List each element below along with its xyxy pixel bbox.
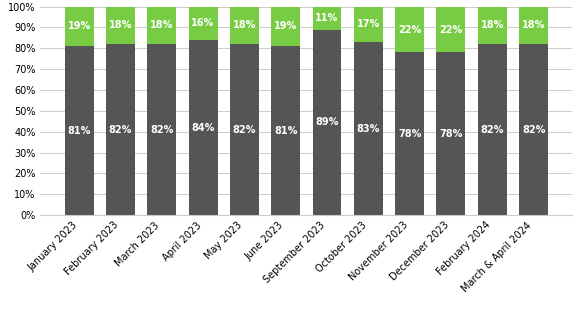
- Text: 19%: 19%: [274, 22, 297, 31]
- Bar: [436, 7, 465, 53]
- Text: 82%: 82%: [233, 125, 256, 135]
- Bar: [147, 44, 176, 215]
- Text: 89%: 89%: [316, 118, 339, 127]
- Bar: [230, 44, 259, 215]
- Bar: [188, 40, 217, 215]
- Bar: [519, 44, 548, 215]
- Bar: [65, 7, 94, 46]
- Bar: [65, 46, 94, 215]
- Text: 18%: 18%: [109, 21, 132, 30]
- Text: 19%: 19%: [68, 22, 91, 31]
- Bar: [230, 7, 259, 44]
- Text: 22%: 22%: [398, 24, 421, 34]
- Text: 81%: 81%: [68, 126, 91, 136]
- Bar: [478, 7, 507, 44]
- Text: 81%: 81%: [274, 126, 297, 136]
- Bar: [313, 29, 342, 215]
- Text: 82%: 82%: [109, 125, 132, 135]
- Text: 82%: 82%: [150, 125, 173, 135]
- Text: 11%: 11%: [316, 13, 339, 23]
- Bar: [313, 7, 342, 29]
- Bar: [106, 7, 135, 44]
- Text: 82%: 82%: [522, 125, 545, 135]
- Text: 16%: 16%: [191, 18, 214, 28]
- Bar: [271, 46, 300, 215]
- Bar: [188, 7, 217, 40]
- Bar: [395, 7, 424, 53]
- Text: 78%: 78%: [398, 129, 421, 139]
- Text: 18%: 18%: [233, 21, 256, 30]
- Text: 18%: 18%: [522, 21, 545, 30]
- Bar: [478, 44, 507, 215]
- Text: 17%: 17%: [357, 19, 380, 29]
- Bar: [519, 7, 548, 44]
- Text: 22%: 22%: [439, 24, 462, 34]
- Text: 84%: 84%: [191, 122, 215, 133]
- Bar: [271, 7, 300, 46]
- Bar: [354, 42, 383, 215]
- Bar: [106, 44, 135, 215]
- Bar: [436, 53, 465, 215]
- Text: 18%: 18%: [480, 21, 504, 30]
- Text: 78%: 78%: [439, 129, 462, 139]
- Text: 82%: 82%: [480, 125, 504, 135]
- Text: 18%: 18%: [150, 21, 173, 30]
- Bar: [147, 7, 176, 44]
- Text: 83%: 83%: [357, 123, 380, 134]
- Bar: [395, 53, 424, 215]
- Bar: [354, 7, 383, 42]
